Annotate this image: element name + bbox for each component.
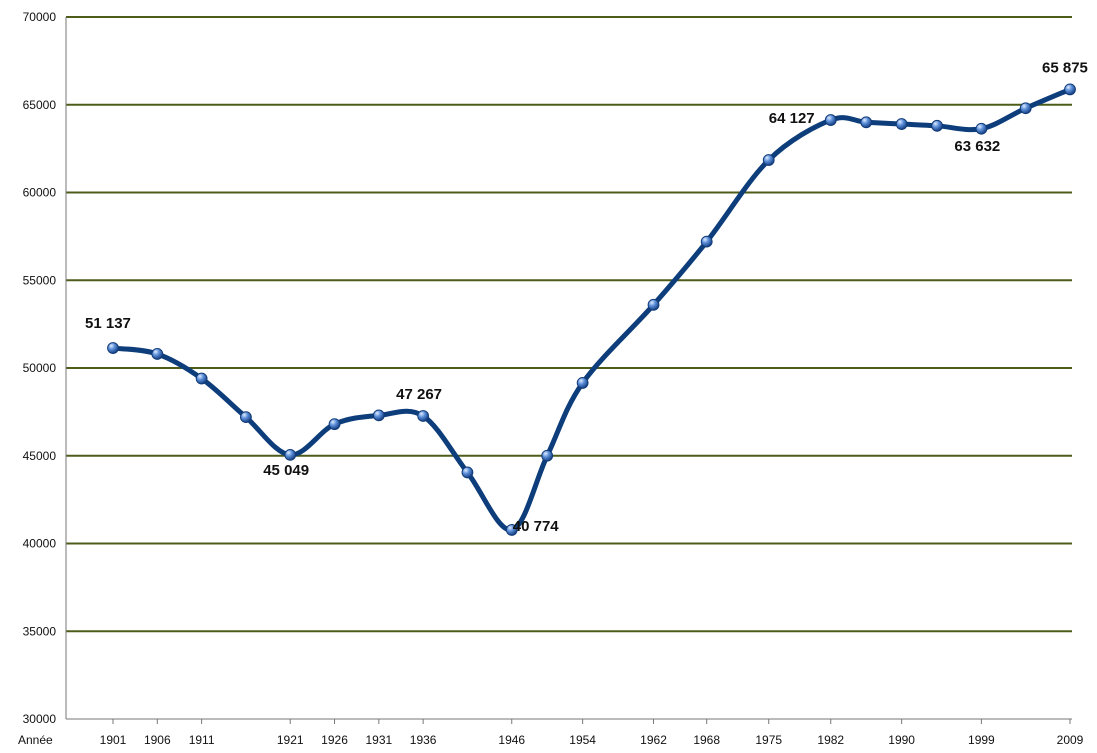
data-point-1936 <box>417 410 430 422</box>
y-tick-label-60000: 60000 <box>23 186 57 200</box>
marker-layer <box>107 83 1076 536</box>
y-tick-label-70000: 70000 <box>23 10 57 24</box>
line-layer <box>110 86 1073 533</box>
data-point-1994 <box>931 119 943 132</box>
data-point-1982 <box>824 114 837 126</box>
data-label-1999: 63 632 <box>954 138 1000 155</box>
x-axis-prefix-label: Année <box>18 733 53 747</box>
x-tick-label-1954: 1954 <box>569 733 596 747</box>
data-point-1954 <box>576 377 589 389</box>
data-label-1946: 40 774 <box>513 518 560 535</box>
data-point-2004 <box>1019 102 1032 115</box>
data-point-1911 <box>195 372 208 385</box>
x-tick-label-1968: 1968 <box>693 733 720 747</box>
data-point-1921 <box>284 448 297 461</box>
data-point-1999 <box>975 122 988 135</box>
x-tick-label-1999: 1999 <box>968 733 995 747</box>
x-tick-label-1936: 1936 <box>410 733 437 747</box>
x-tick-label-1906: 1906 <box>144 733 171 747</box>
data-label-1936: 47 267 <box>396 386 442 403</box>
data-point-1916 <box>240 411 252 424</box>
label-layer: 51 137 45 049 47 267 40 774 64 127 63 632 65 8… <box>85 59 1088 535</box>
x-tick-label-1921: 1921 <box>277 733 304 747</box>
population-series-line <box>110 86 1073 533</box>
axis-layer <box>65 17 1072 724</box>
x-tick-label-1975: 1975 <box>755 733 782 747</box>
data-point-1986 <box>860 116 873 129</box>
grid-layer <box>66 16 1072 720</box>
data-point-1906 <box>151 348 164 360</box>
y-tick-label-35000: 35000 <box>23 624 57 638</box>
data-point-1990 <box>895 118 908 130</box>
data-point-1926 <box>328 418 341 431</box>
data-point-1975 <box>762 154 775 166</box>
x-tick-label-1982: 1982 <box>817 733 844 747</box>
data-point-2009 <box>1064 83 1076 96</box>
y-tick-label-55000: 55000 <box>23 273 57 287</box>
x-tick-label-1962: 1962 <box>640 733 667 747</box>
y-tick-label-40000: 40000 <box>23 537 57 551</box>
data-point-1941 <box>461 466 474 479</box>
data-point-1962 <box>647 298 660 311</box>
x-tick-label-1901: 1901 <box>100 733 127 747</box>
x-tick-label-1931: 1931 <box>365 733 392 747</box>
data-label-1901: 51 137 <box>85 315 131 332</box>
data-label-1982: 64 127 <box>769 110 815 127</box>
data-point-1946 <box>505 524 518 536</box>
data-label-2009: 65 875 <box>1042 59 1088 76</box>
y-tick-label-45000: 45000 <box>23 449 57 463</box>
tick-layer: 30000 35000 40000 45000 50000 55000 60000 65000… <box>18 10 1084 747</box>
x-tick-label-1911: 1911 <box>189 733 215 747</box>
x-tick-label-1926: 1926 <box>321 733 348 747</box>
x-tick-label-1946: 1946 <box>498 733 525 747</box>
data-point-1950 <box>541 449 554 462</box>
y-tick-label-65000: 65000 <box>23 98 57 112</box>
data-label-1921: 45 049 <box>263 462 309 479</box>
data-point-1968 <box>700 235 713 248</box>
x-tick-label-2009: 2009 <box>1057 733 1084 747</box>
data-point-1901 <box>107 342 119 354</box>
data-point-1931 <box>372 409 385 422</box>
y-tick-label-30000: 30000 <box>23 712 57 726</box>
y-tick-label-50000: 50000 <box>23 361 57 375</box>
x-tick-label-1990: 1990 <box>888 733 915 747</box>
